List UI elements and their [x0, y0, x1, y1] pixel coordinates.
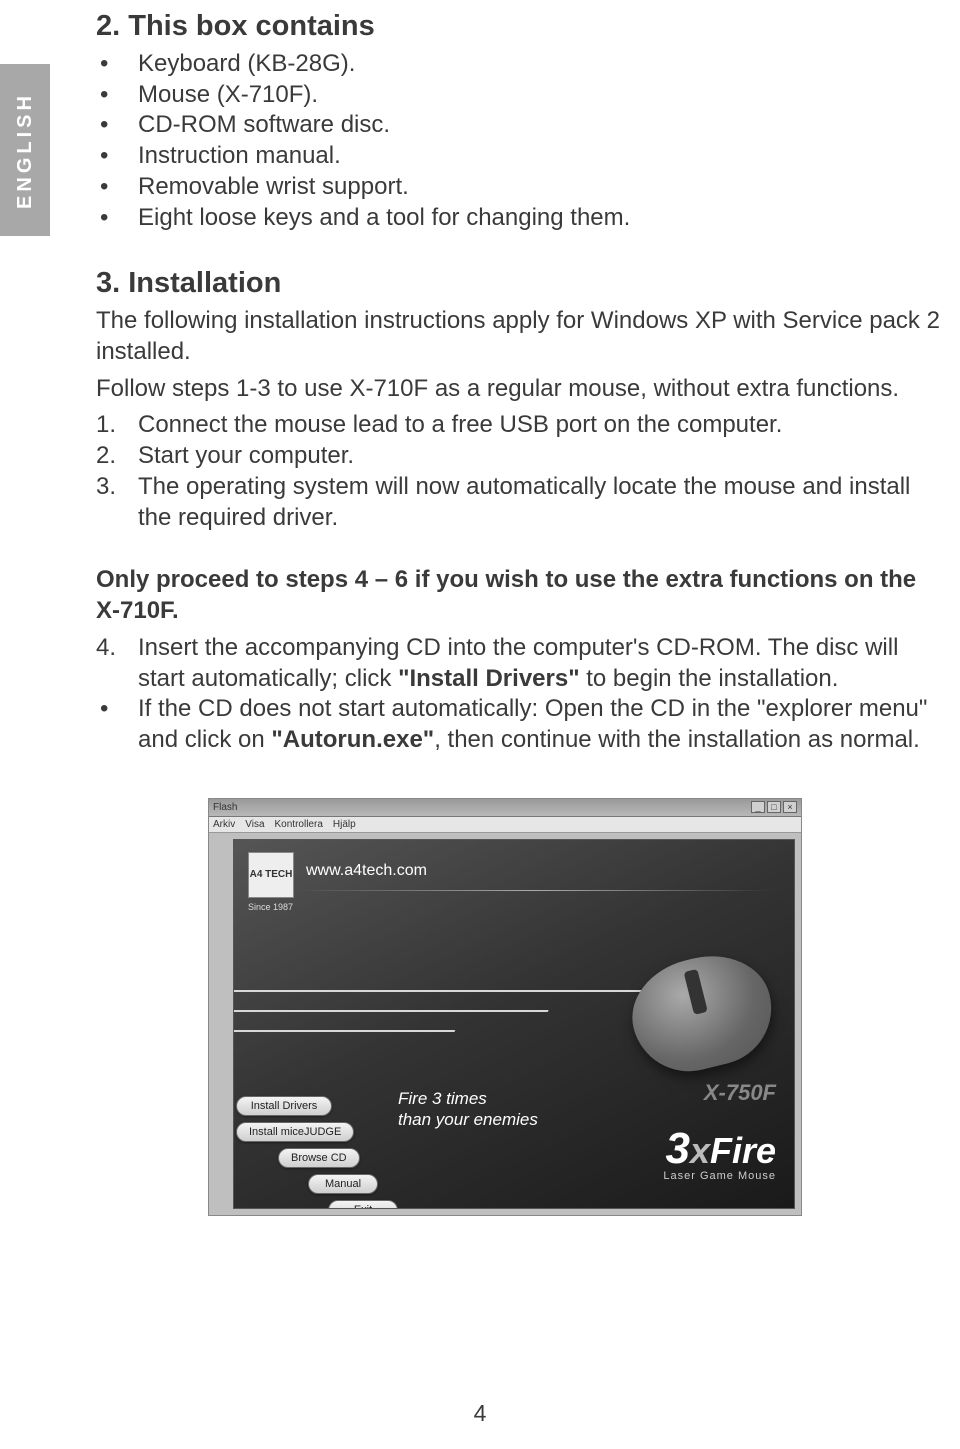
list-item: Mouse (X-710F).: [96, 80, 940, 111]
brand-fire: Fire: [710, 1130, 776, 1171]
proceed-note: Only proceed to steps 4 – 6 if you wish …: [96, 565, 940, 626]
steps-4: Insert the accompanying CD into the comp…: [96, 633, 940, 694]
autorun-post: , then continue with the installation as…: [434, 726, 920, 753]
close-button[interactable]: ×: [783, 801, 797, 813]
browse-cd-button[interactable]: Browse CD: [278, 1148, 360, 1168]
minimize-button[interactable]: _: [751, 801, 765, 813]
install-micejudge-button[interactable]: Install miceJUDGE: [236, 1122, 354, 1142]
slogan-line-1: Fire 3 times: [398, 1088, 538, 1109]
brand-x: x: [690, 1130, 710, 1171]
mouse-image: [621, 942, 783, 1083]
manual-button[interactable]: Manual: [308, 1174, 378, 1194]
window-menubar: Arkiv Visa Kontrollera Hjälp: [209, 817, 801, 833]
list-item: Eight loose keys and a tool for changing…: [96, 203, 940, 234]
list-item: CD-ROM software disc.: [96, 110, 940, 141]
step-4: Insert the accompanying CD into the comp…: [96, 633, 940, 694]
menu-item[interactable]: Arkiv: [213, 819, 235, 830]
menu-item[interactable]: Visa: [245, 819, 264, 830]
list-item: Keyboard (KB-28G).: [96, 49, 940, 80]
list-item: Instruction manual.: [96, 141, 940, 172]
language-tab: ENGLISH: [0, 64, 50, 236]
exit-button[interactable]: Exit: [328, 1200, 398, 1209]
brand-logo: 3xFire Laser Game Mouse: [663, 1124, 776, 1182]
autorun-bold: "Autorun.exe": [271, 726, 434, 753]
steps-1-3: Connect the mouse lead to a free USB por…: [96, 410, 940, 533]
install-drivers-button[interactable]: Install Drivers: [236, 1096, 332, 1116]
divider-line: [294, 890, 774, 891]
brand-3: 3: [665, 1124, 689, 1173]
slogan-line-2: than your enemies: [398, 1109, 538, 1130]
maximize-button[interactable]: □: [767, 801, 781, 813]
menu-item[interactable]: Hjälp: [333, 819, 356, 830]
splash-area: A4 TECH Since 1987 www.a4tech.com Fire 3…: [233, 839, 795, 1209]
autorun-note: If the CD does not start automatically: …: [96, 694, 940, 755]
section-3-heading: 3. Installation: [96, 267, 940, 300]
step-4-bold: "Install Drivers": [398, 665, 580, 692]
list-item: Removable wrist support.: [96, 172, 940, 203]
autorun-note-list: If the CD does not start automatically: …: [96, 694, 940, 755]
language-label: ENGLISH: [14, 92, 37, 209]
url-text: www.a4tech.com: [306, 862, 427, 880]
window-buttons: _ □ ×: [751, 801, 797, 813]
installer-buttons: Install Drivers Install miceJUDGE Browse…: [236, 1096, 398, 1209]
since-label: Since 1987: [248, 902, 293, 912]
install-intro: The following installation instructions …: [96, 306, 940, 367]
window-title: Flash: [213, 802, 237, 813]
step-4-post: to begin the installation.: [580, 665, 839, 692]
slogan-text: Fire 3 times than your enemies: [398, 1088, 538, 1131]
install-follow: Follow steps 1-3 to use X-710F as a regu…: [96, 374, 940, 405]
step-item: Connect the mouse lead to a free USB por…: [96, 410, 940, 441]
a4tech-logo: A4 TECH: [248, 852, 294, 898]
brand-sub: Laser Game Mouse: [663, 1170, 776, 1182]
step-item: The operating system will now automatica…: [96, 472, 940, 533]
page-number: 4: [0, 1400, 960, 1427]
page-content: 2. This box contains Keyboard (KB-28G). …: [96, 10, 940, 1216]
installer-screenshot: Flash _ □ × Arkiv Visa Kontrollera Hjälp…: [208, 798, 802, 1216]
section-2-heading: 2. This box contains: [96, 10, 940, 43]
step-item: Start your computer.: [96, 441, 940, 472]
window-titlebar: Flash _ □ ×: [209, 799, 801, 817]
menu-item[interactable]: Kontrollera: [275, 819, 323, 830]
model-label: X-750F: [704, 1080, 776, 1106]
box-contents-list: Keyboard (KB-28G). Mouse (X-710F). CD-RO…: [96, 49, 940, 233]
